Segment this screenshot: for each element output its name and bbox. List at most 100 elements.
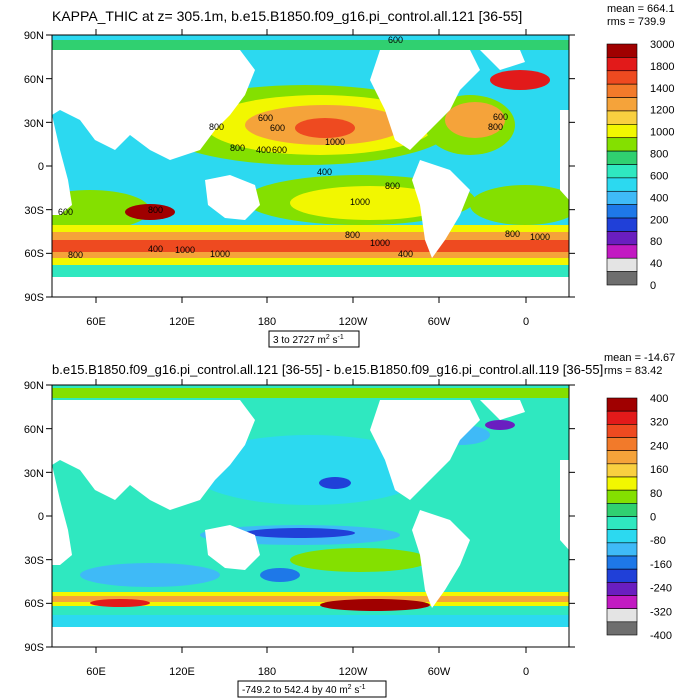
colorbar-swatch bbox=[606, 164, 638, 179]
x-tick-label: 120E bbox=[169, 666, 195, 678]
colorbar-swatch bbox=[606, 529, 638, 544]
colorbar-label: -320 bbox=[650, 606, 672, 618]
colorbar-label: 1400 bbox=[650, 83, 674, 95]
field-top-natl-core bbox=[490, 70, 550, 90]
colorbar-swatch bbox=[606, 57, 638, 72]
colorbar-label: 1200 bbox=[650, 105, 674, 117]
x-tick-label: 180 bbox=[258, 316, 276, 328]
land-bottom-africa bbox=[52, 465, 72, 565]
colorbar-swatch bbox=[606, 83, 638, 98]
colorbar-label: -160 bbox=[650, 559, 672, 571]
panel-bottom-rms: rms = 83.42 bbox=[604, 365, 662, 377]
contour-label: 600 bbox=[58, 207, 73, 217]
colorbar-swatch bbox=[606, 424, 638, 438]
colorbar-label: 80 bbox=[650, 488, 662, 500]
x-tick-label: 120W bbox=[339, 666, 368, 678]
contour-label: 400 bbox=[256, 145, 271, 155]
contour-label: 800 bbox=[68, 250, 83, 260]
field-top-sind-green bbox=[52, 190, 150, 230]
panel-top-xticks: 60E 120E 180 120W 60W 0 bbox=[86, 316, 529, 328]
field-bot-eqpac-dark bbox=[245, 528, 355, 538]
colorbar-swatch bbox=[606, 244, 638, 259]
y-tick-label: 30N bbox=[24, 468, 44, 480]
field-bot-south-band-2 bbox=[52, 596, 569, 602]
contour-label: 800 bbox=[505, 229, 520, 239]
land-bottom bbox=[52, 400, 569, 647]
field-bot-natl-dark bbox=[485, 420, 515, 430]
x-tick-label: 120W bbox=[339, 316, 368, 328]
colorbar-label: 400 bbox=[650, 393, 668, 405]
x-tick-label: 0 bbox=[523, 666, 529, 678]
land-bottom-australia bbox=[205, 525, 260, 570]
colorbar-label: 800 bbox=[650, 149, 668, 161]
contour-label: 800 bbox=[345, 230, 360, 240]
panel-top-yticks: 90N 60N 30N 0 30S 60S 90S bbox=[24, 30, 44, 304]
x-tick-label: 60W bbox=[428, 316, 451, 328]
colorbar-swatch bbox=[606, 621, 638, 636]
colorbar-swatch bbox=[606, 190, 638, 205]
colorbar-swatch bbox=[606, 231, 638, 246]
map-bottom bbox=[52, 385, 569, 647]
panel-top-rms: rms = 739.9 bbox=[607, 16, 665, 28]
field-bot-north-band bbox=[52, 388, 569, 398]
colorbar-swatch bbox=[606, 608, 638, 623]
colorbar-swatch bbox=[606, 582, 638, 596]
y-tick-label: 60N bbox=[24, 74, 44, 86]
colorbar-label: 320 bbox=[650, 417, 668, 429]
contour-label: 600 bbox=[270, 123, 285, 133]
colorbar-swatch bbox=[606, 503, 638, 517]
colorbar-swatch bbox=[606, 70, 638, 85]
y-tick-label: 30S bbox=[24, 205, 44, 217]
colorbar-label: -400 bbox=[650, 630, 672, 642]
colorbar-label: 160 bbox=[650, 464, 668, 476]
x-tick-label: 120E bbox=[169, 316, 195, 328]
field-bot-npac-dark bbox=[319, 477, 351, 489]
panel-bottom-range-box bbox=[237, 680, 387, 698]
field-top-acc-edge bbox=[52, 265, 569, 277]
colorbar-label: -80 bbox=[650, 535, 666, 547]
contour-label: 800 bbox=[209, 122, 224, 132]
contour-label: 600 bbox=[388, 35, 403, 45]
colorbar-swatch bbox=[606, 257, 638, 272]
field-top-north-band bbox=[52, 40, 569, 50]
y-tick-label: 90S bbox=[24, 292, 44, 304]
field-bot-npac bbox=[190, 435, 430, 505]
panel-top-tickmarks bbox=[46, 29, 575, 303]
colorbar-swatch bbox=[606, 595, 638, 609]
land-top-north-america bbox=[370, 50, 480, 150]
x-tick-label: 60W bbox=[428, 666, 451, 678]
field-bot-south-core bbox=[320, 599, 430, 611]
colorbar-swatch bbox=[606, 542, 638, 557]
land-top-greenland bbox=[480, 50, 525, 70]
y-tick-label: 60S bbox=[24, 248, 44, 260]
y-tick-label: 0 bbox=[38, 511, 44, 523]
colorbar-swatch bbox=[606, 97, 638, 112]
y-tick-label: 30S bbox=[24, 555, 44, 567]
field-top-satl-green bbox=[470, 185, 569, 225]
colorbar-label: 3000 bbox=[650, 39, 674, 51]
colorbar-label: 240 bbox=[650, 440, 668, 452]
panel-bottom-title: b.e15.B1850.f09_g16.pi_control.all.121 [… bbox=[52, 362, 603, 377]
contour-label: 1000 bbox=[530, 232, 550, 242]
panel-bottom-tickmarks bbox=[46, 379, 575, 653]
panel-bottom-xticks: 60E 120E 180 120W 60W 0 bbox=[86, 666, 529, 678]
field-bot-south-core-2 bbox=[90, 599, 150, 607]
colorbar-swatch bbox=[606, 110, 638, 125]
contour-label: 600 bbox=[493, 112, 508, 122]
panel-top: KAPPA_THIC at z= 305.1m, b.e15.B1850.f09… bbox=[24, 3, 675, 348]
colorbar-swatch bbox=[606, 204, 638, 219]
colorbar-label: 600 bbox=[650, 170, 668, 182]
land-top bbox=[52, 50, 569, 297]
colorbar-label: -240 bbox=[650, 583, 672, 595]
panel-bottom: b.e15.B1850.f09_g16.pi_control.all.121 [… bbox=[24, 352, 675, 698]
land-top-australia bbox=[205, 175, 260, 220]
contour-label: 400 bbox=[148, 244, 163, 254]
land-bottom-africa-east bbox=[560, 460, 569, 550]
colorbar-swatch bbox=[606, 568, 638, 583]
colorbar-swatch bbox=[606, 555, 638, 570]
colorbar-swatch bbox=[606, 124, 638, 139]
contour-label: 800 bbox=[148, 205, 163, 215]
panel-top-range-label: 3 to 2727 m2 s-1 bbox=[273, 334, 344, 346]
colorbar-label: 0 bbox=[650, 512, 656, 524]
